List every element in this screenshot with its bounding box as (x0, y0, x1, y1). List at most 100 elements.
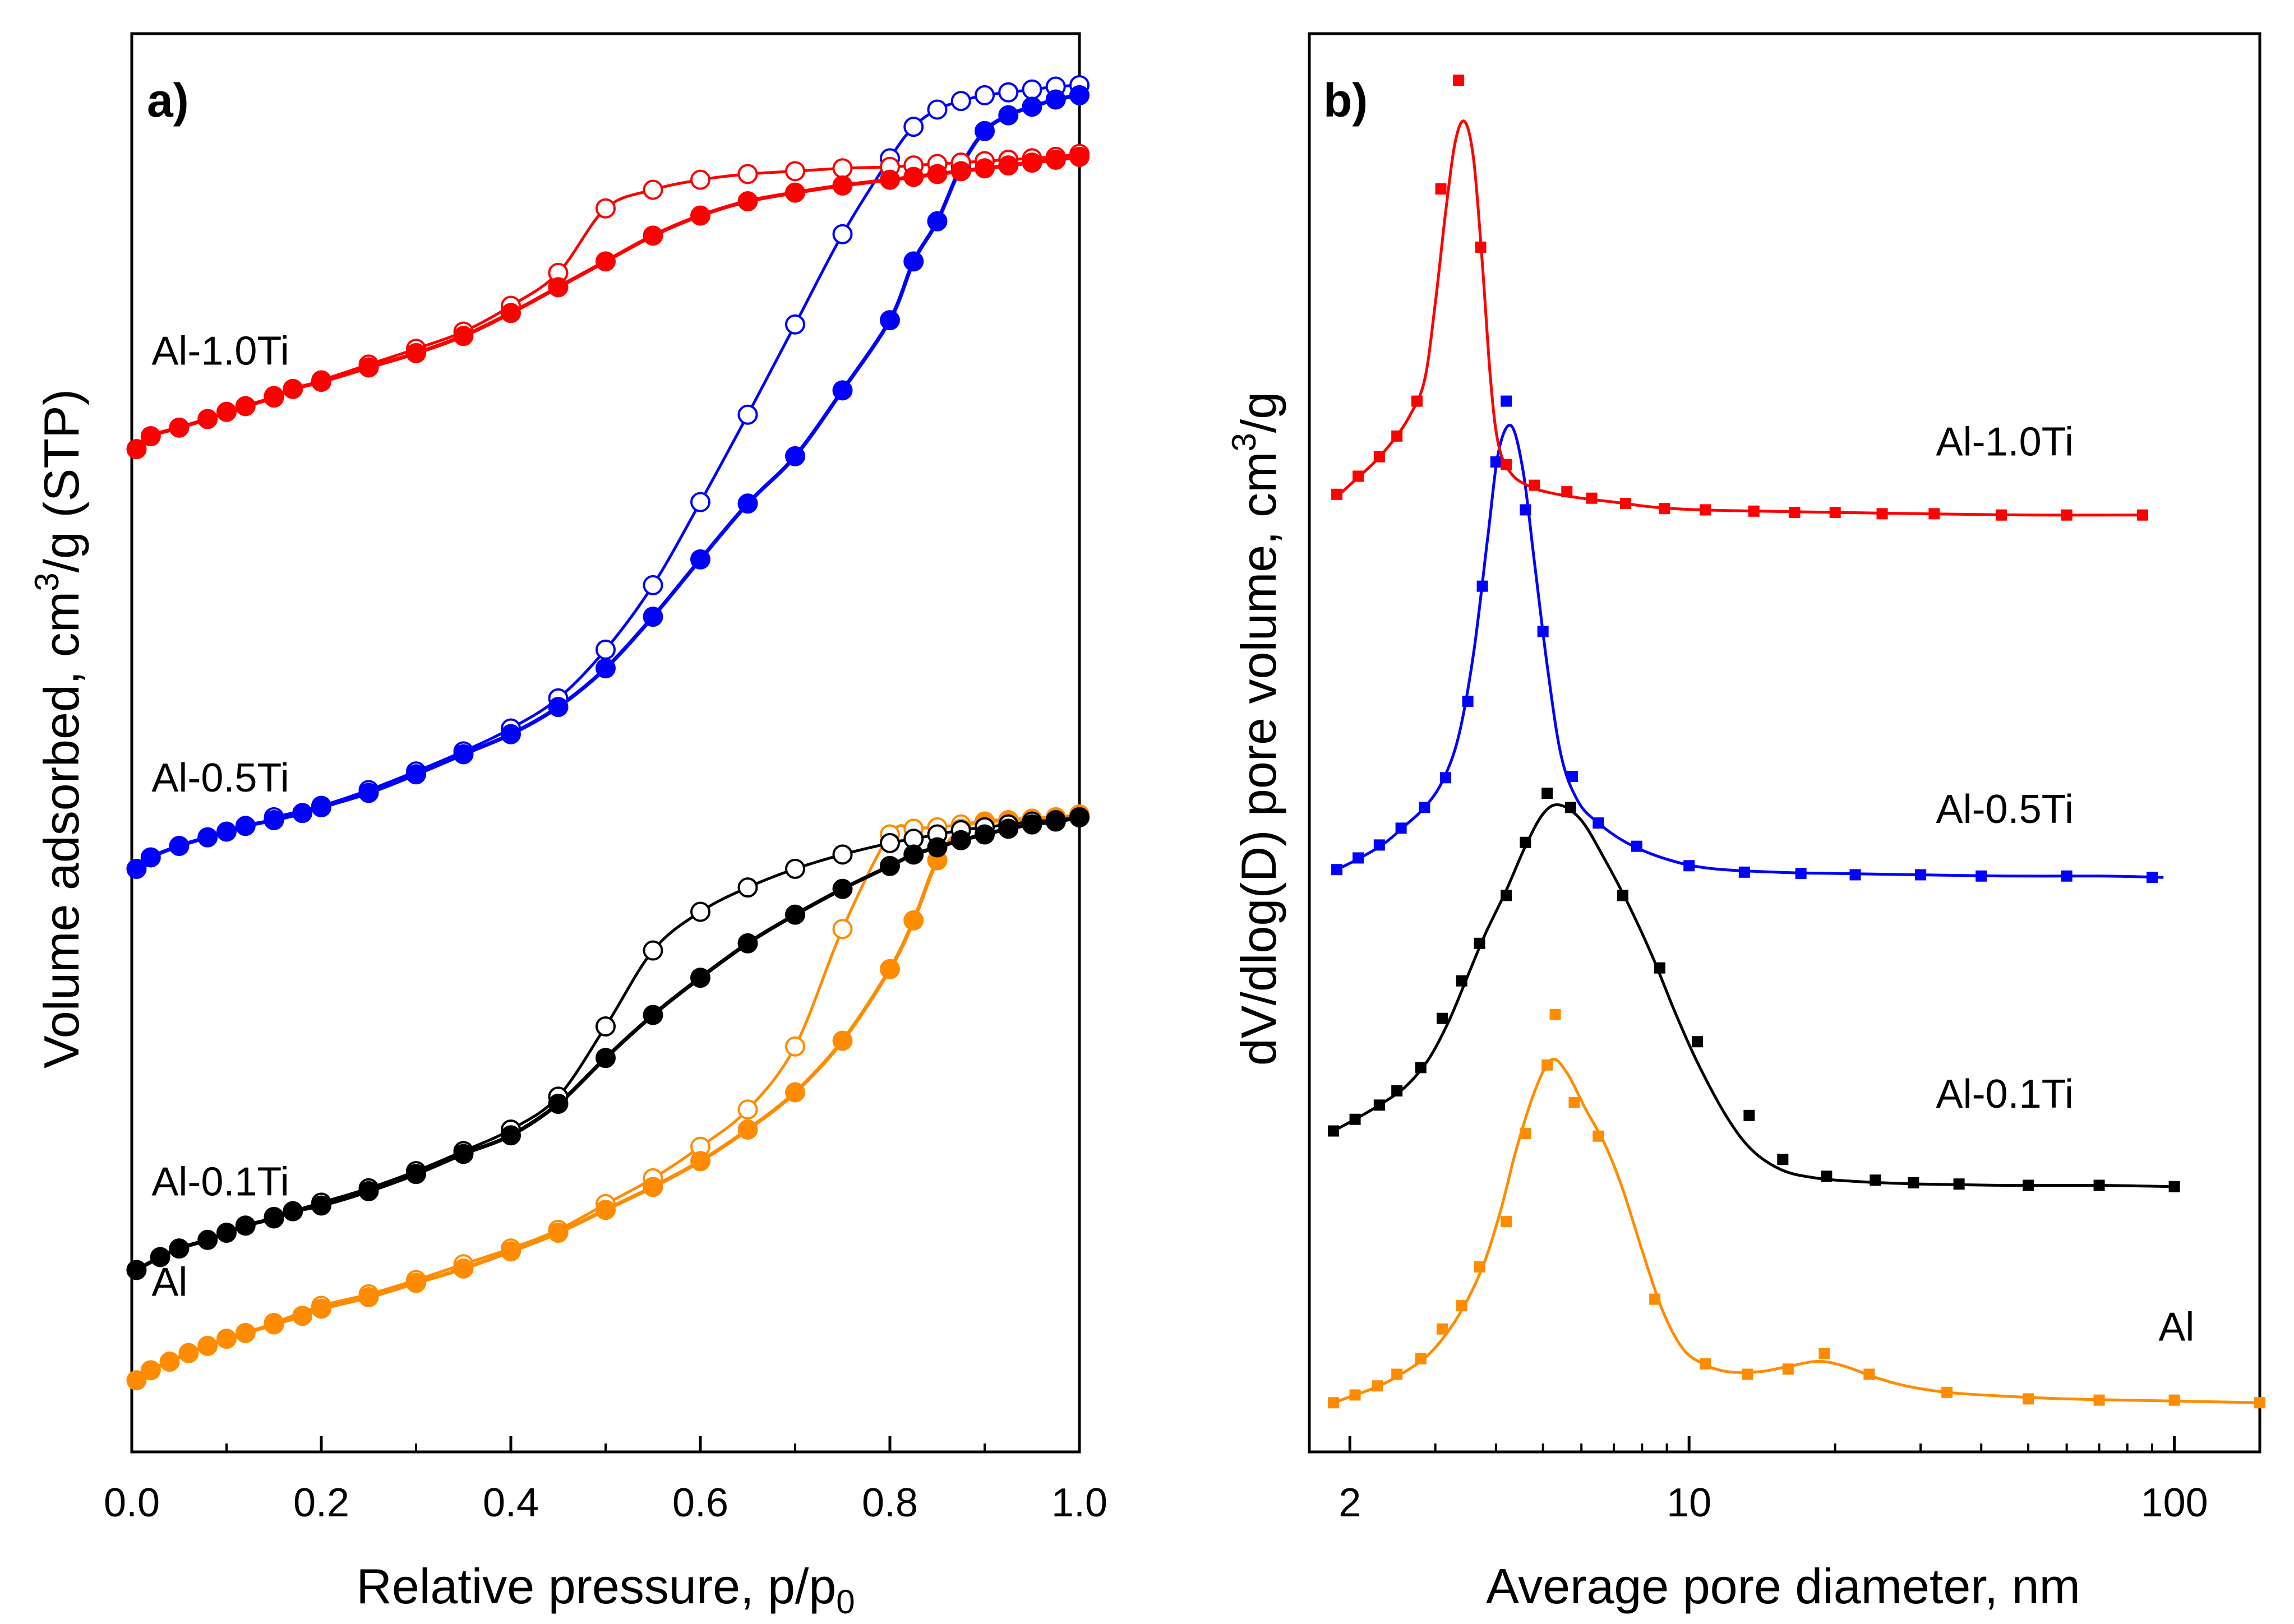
x-tick-label: 2 (1338, 1480, 1361, 1525)
data-point (1620, 497, 1632, 509)
data-point (1742, 1368, 1753, 1380)
adsorption-point (548, 277, 569, 298)
data-point (2023, 1179, 2034, 1191)
data-point (1782, 1363, 1794, 1375)
adsorption-point (501, 1125, 521, 1146)
adsorption-point (235, 396, 256, 417)
adsorption-point (785, 1082, 805, 1103)
adsorption-point (643, 1177, 663, 1197)
adsorption-point (737, 493, 758, 514)
data-point (1567, 771, 1578, 783)
data-point (2093, 1394, 2105, 1406)
adsorption-point (927, 211, 948, 232)
desorption-point (690, 492, 710, 512)
data-point (2168, 1394, 2180, 1406)
data-point (1501, 395, 1512, 407)
data-point (1659, 503, 1670, 515)
data-point (2061, 870, 2073, 882)
adsorption-point (126, 1260, 147, 1280)
data-point (1593, 817, 1604, 829)
adsorption-point (358, 1287, 379, 1307)
data-point (1462, 696, 1474, 707)
series-al (126, 804, 1090, 1391)
data-point (1561, 486, 1573, 498)
desorption-point (737, 404, 758, 425)
x-tick-label: 0.6 (672, 1480, 728, 1525)
data-point (1941, 1386, 1953, 1398)
data-point (1631, 840, 1642, 852)
desorption-point (690, 169, 710, 190)
adsorption-point (235, 1215, 256, 1236)
data-point (1691, 1036, 1703, 1048)
panel-a-x-ticks: 0.0 0.2 0.4 0.6 0.8 1.0 (104, 1436, 1107, 1525)
adsorption-point (548, 1223, 569, 1243)
desorption-point (596, 198, 616, 219)
adsorption-point (643, 1005, 663, 1025)
adsorption-point (501, 724, 521, 744)
data-point (1395, 822, 1407, 834)
adsorption-point (880, 959, 900, 979)
data-point (1520, 836, 1531, 848)
data-point (1541, 1059, 1553, 1071)
adsorption-point (903, 166, 924, 187)
data-point (2093, 1179, 2105, 1191)
desorption-point (927, 99, 948, 120)
desorption-point (737, 164, 758, 184)
data-point (1456, 975, 1467, 987)
data-point (1520, 504, 1531, 516)
panel-a-frame (130, 32, 1081, 1454)
data-point (1549, 1008, 1561, 1020)
desorption-point (903, 117, 924, 137)
data-point (1915, 869, 1927, 881)
data-point (1586, 492, 1598, 504)
data-point (1529, 479, 1540, 491)
panel-b-x-axis-title: Average pore diameter, nm (1486, 1558, 2080, 1614)
adsorption-point (150, 1247, 170, 1267)
panel-a-label: a) (147, 74, 189, 127)
adsorption-point (197, 827, 218, 848)
data-point (1537, 626, 1549, 637)
adsorption-point (178, 1343, 199, 1363)
adsorption-point (292, 1306, 313, 1326)
adsorption-point (453, 326, 474, 346)
adsorption-point (235, 1322, 256, 1343)
data-point (1849, 869, 1861, 881)
desorption-point (880, 832, 900, 853)
adsorption-point (1022, 814, 1042, 835)
adsorption-point (501, 1241, 521, 1262)
adsorption-point (453, 1144, 474, 1164)
data-point (1419, 802, 1430, 813)
adsorption-point (880, 310, 900, 331)
adsorption-point (832, 1030, 853, 1051)
data-point (1996, 509, 2007, 521)
data-point (1349, 1113, 1361, 1125)
series-al-1-0ti (1331, 75, 2148, 521)
data-point (1373, 1099, 1385, 1111)
adsorption-point (126, 858, 147, 879)
adsorption-point (264, 1314, 284, 1335)
desorption-point (596, 1016, 616, 1037)
desorption-point (643, 179, 663, 200)
adsorption-point (903, 251, 924, 272)
panel-b-series (1328, 75, 2265, 1409)
adsorption-point (596, 658, 616, 679)
adsorption-point (358, 1181, 379, 1201)
adsorption-point (1045, 89, 1066, 110)
data-point (1415, 1353, 1427, 1364)
data-point (1411, 395, 1423, 407)
data-point (1373, 451, 1385, 462)
data-point (1870, 1174, 1881, 1186)
data-point (2136, 509, 2148, 521)
data-point (1501, 459, 1512, 470)
adsorption-point (169, 836, 190, 856)
adsorption-point (235, 816, 256, 836)
x-tick-label: 10 (1667, 1480, 1711, 1525)
adsorption-point (1069, 85, 1090, 105)
adsorption-point (501, 303, 521, 323)
adsorption-point (596, 1200, 616, 1220)
label-al: Al (2158, 1304, 2194, 1349)
adsorption-point (140, 1360, 161, 1381)
data-point (1743, 1109, 1755, 1121)
data-point (2254, 1397, 2265, 1409)
adsorption-point (126, 1370, 147, 1391)
